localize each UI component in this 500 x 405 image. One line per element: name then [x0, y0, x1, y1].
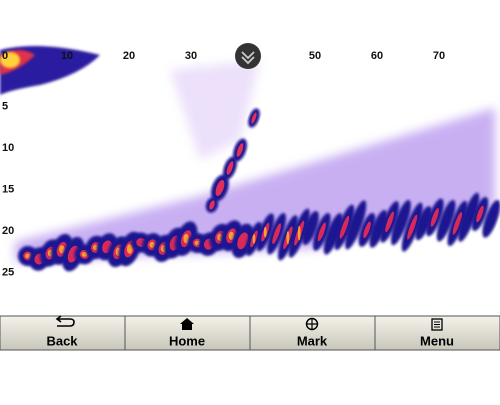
home-button[interactable]: Home: [124, 315, 251, 351]
sonar-return: [476, 205, 484, 223]
menu-icon: [431, 318, 443, 331]
sonar-return: [345, 200, 367, 250]
sonar-return: [286, 231, 290, 245]
back-button[interactable]: Back: [0, 315, 126, 351]
sonar-return: [369, 209, 388, 248]
scale-labels: 0 10 20 30 50 60 70 5 10 15 20 25: [2, 50, 445, 279]
home-icon: [180, 318, 194, 330]
depth-label: 20: [2, 225, 14, 237]
sonar-return: [228, 231, 235, 240]
menu-icon: [434, 321, 440, 328]
sonar-return: [209, 200, 215, 210]
mark-button[interactable]: Mark: [249, 315, 376, 351]
sonar-return: [317, 222, 326, 242]
sonar-return: [236, 143, 244, 157]
sonar-return: [25, 253, 31, 259]
button-label: Home: [169, 333, 205, 348]
sonar-return: [0, 52, 20, 68]
range-label: 10: [61, 50, 73, 62]
sonar-return: [237, 232, 249, 250]
sonar-return: [297, 225, 301, 241]
depth-label: 5: [2, 100, 8, 112]
chevron: [241, 51, 255, 65]
sonar-return: [263, 226, 267, 238]
range-label: 20: [123, 50, 135, 62]
sonar-return: [81, 251, 88, 257]
sonar-return: [415, 206, 432, 241]
range-label: 50: [309, 50, 321, 62]
range-label: 30: [185, 50, 197, 62]
sonar-return: [302, 210, 319, 246]
depth-label: 15: [2, 183, 14, 195]
button-label: Mark: [297, 333, 328, 348]
sonar-return: [323, 213, 343, 255]
sonar-return: [385, 211, 394, 233]
sonar-return: [149, 241, 156, 248]
button-label: Menu: [420, 333, 454, 348]
sonar-return: [126, 244, 133, 254]
scroll-icon: [235, 43, 261, 69]
sonar-haze: [170, 60, 260, 160]
mark-icon: [306, 318, 318, 330]
sonar-return: [390, 199, 411, 246]
sonar-return: [458, 192, 480, 242]
top-icon: [235, 43, 261, 69]
sonar-return: [363, 221, 371, 239]
sonar-return: [226, 161, 234, 175]
sonar-return: [251, 112, 257, 124]
sonar-return: [59, 245, 65, 254]
sonar-return: [183, 233, 189, 244]
range-label: 70: [433, 50, 445, 62]
menu-button[interactable]: Menu: [374, 315, 500, 351]
range-label: 0: [2, 50, 8, 62]
sonar-imagery: [0, 46, 500, 272]
sonar-return: [436, 199, 456, 242]
button-label: Back: [46, 333, 78, 348]
sonar-return: [430, 208, 439, 227]
sonar-return: [452, 212, 463, 235]
range-label: 60: [371, 50, 383, 62]
sonar-return: [482, 199, 500, 238]
back-icon: [55, 315, 75, 327]
button[interactable]: [374, 315, 500, 351]
depth-label: 10: [2, 142, 14, 154]
sonar-return: [215, 180, 225, 196]
sonar-return: [407, 214, 418, 240]
depth-label: 25: [2, 266, 14, 278]
sonar-return: [252, 234, 256, 244]
sonar-return: [272, 223, 281, 245]
sonar-return: [339, 215, 350, 239]
